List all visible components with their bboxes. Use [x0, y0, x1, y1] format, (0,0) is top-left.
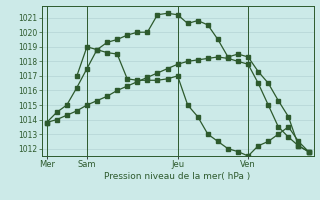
X-axis label: Pression niveau de la mer( hPa ): Pression niveau de la mer( hPa ) — [104, 172, 251, 181]
